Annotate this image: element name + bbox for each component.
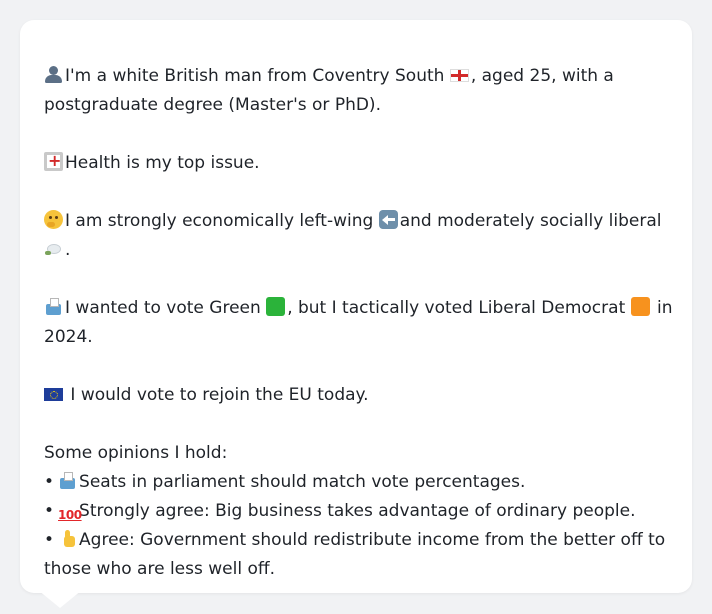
vote-wanted-text: I wanted to vote Green — [65, 298, 261, 318]
list-item: • Seats in parliament should match vote p… — [44, 468, 668, 497]
intro-paragraph: I'm a white British man from Coventry So… — [44, 62, 668, 120]
list-item: • Agree: Government should redistribute i… — [44, 526, 668, 555]
vote-year-text: 2024. — [44, 327, 93, 347]
message-bubble: I'm a white British man from Coventry So… — [20, 20, 692, 593]
list-item: • 100Strongly agree: Big business takes a… — [44, 497, 668, 526]
top-issue-paragraph: Health is my top issue. — [44, 146, 668, 178]
opinions-section: Some opinions I hold: • Seats in parliame… — [44, 439, 668, 584]
ballot-box-icon — [44, 297, 63, 316]
hundred-icon: 100 — [58, 508, 82, 522]
dove-icon — [44, 239, 63, 258]
vote-in-text: in — [657, 298, 673, 318]
bullet: • — [44, 530, 55, 550]
position-paragraph: I am strongly economically left-wing and… — [44, 207, 668, 265]
opinions-heading: Some opinions I hold: — [44, 443, 228, 463]
flag-eu-icon — [44, 388, 63, 401]
green-square-icon — [266, 297, 286, 316]
ballot-box-icon — [58, 471, 77, 490]
thumbs-up-icon — [58, 529, 77, 548]
position-end-text: . — [65, 240, 71, 260]
bullet: • — [44, 501, 55, 521]
opinion-text-continuation: those who are less well off. — [44, 559, 275, 579]
vote-tactical-text: , but I tactically voted Liberal Democra… — [287, 298, 626, 318]
intro-degree-text: postgraduate degree (Master's or PhD). — [44, 95, 381, 115]
person-icon — [44, 65, 63, 84]
vote-paragraph: I wanted to vote Green , but I tacticall… — [44, 294, 673, 352]
opinion-text: Seats in parliament should match vote pe… — [79, 472, 526, 492]
social-position-text: and moderately socially liberal — [399, 211, 662, 231]
thinking-face-icon — [44, 210, 63, 229]
hospital-icon — [44, 146, 63, 175]
opinion-text: Agree: Government should redistribute in… — [79, 530, 666, 550]
opinion-text: Strongly agree: Big business takes advan… — [79, 501, 636, 521]
left-arrow-icon — [378, 210, 398, 229]
eu-text: I would vote to rejoin the EU today. — [70, 385, 369, 405]
top-issue-text: Health is my top issue. — [65, 153, 260, 173]
bullet: • — [44, 472, 55, 492]
orange-square-icon — [630, 297, 650, 316]
eu-paragraph: I would vote to rejoin the EU today. — [44, 381, 668, 410]
economic-position-text: I am strongly economically left-wing — [65, 211, 374, 231]
flag-england-icon — [449, 69, 469, 82]
bubble-tail — [38, 590, 82, 608]
intro-text: I'm a white British man from Coventry So… — [65, 66, 445, 86]
intro-age-text: , aged 25, with a — [470, 66, 614, 86]
